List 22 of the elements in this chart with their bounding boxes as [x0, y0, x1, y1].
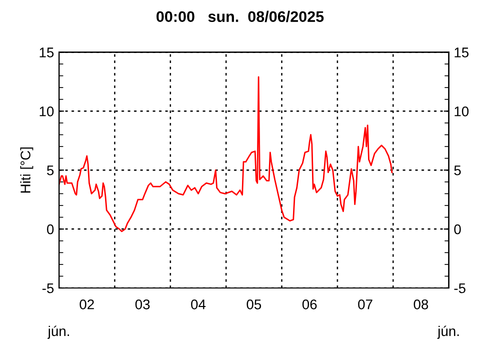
text: jún.	[48, 326, 69, 339]
y2-tick-label: 0	[454, 224, 461, 234]
y2-tick-label: 5	[454, 166, 461, 176]
x-tick-label: 06	[302, 299, 317, 310]
x-tick-label: 05	[246, 299, 262, 310]
y2-tick-label: 15	[454, 48, 469, 58]
line-series	[59, 76, 393, 232]
x-tick-label: 04	[191, 299, 206, 310]
y-tick-label: 15	[40, 48, 54, 58]
y2-tick-label: 10	[454, 106, 469, 116]
y-tick-label: 10	[40, 106, 54, 116]
x-tick-label: 08	[414, 299, 428, 310]
text: jún.	[437, 326, 459, 339]
x-tick-label: 02	[80, 299, 94, 310]
y2-tick-label: -5	[454, 283, 466, 294]
x-tick-label: 07	[358, 299, 372, 310]
y-tick-label: 0	[47, 224, 54, 234]
chart-title: 00:00 sun. 08/06/2025	[156, 10, 324, 22]
y-tick-label: 5	[47, 166, 54, 176]
y-axis-title: Hiti [°C]	[20, 147, 34, 193]
x-tick-label: 03	[135, 299, 150, 310]
y-tick-label: -5	[42, 283, 54, 294]
